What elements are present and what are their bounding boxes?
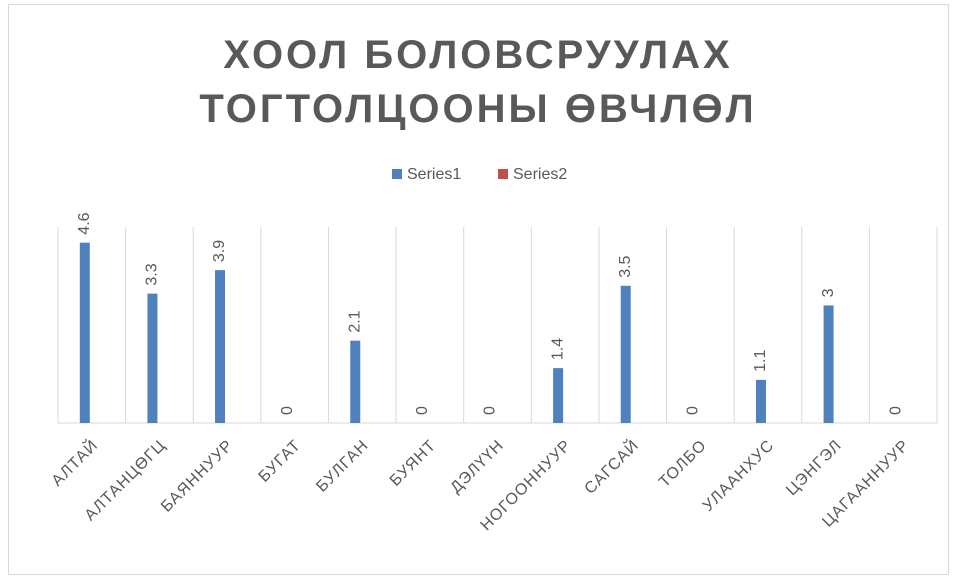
data-label: 4.6 bbox=[76, 212, 93, 234]
data-label: 3.3 bbox=[144, 263, 161, 285]
bar bbox=[147, 293, 158, 423]
legend-label: Series2 bbox=[513, 166, 567, 183]
x-tick-label: ДЭЛҮҮН bbox=[447, 437, 507, 497]
x-tick-label: БАЯННУУР bbox=[158, 437, 237, 516]
x-tick-label: БУГАТ bbox=[256, 437, 305, 486]
x-tick-label: ТОЛБО bbox=[656, 437, 710, 491]
bar bbox=[215, 270, 226, 423]
data-label: 3.5 bbox=[617, 255, 634, 277]
x-tick-label: АЛТАЙ bbox=[47, 435, 101, 489]
x-tick-label: БУЛГАН bbox=[313, 437, 372, 496]
data-label: 0 bbox=[414, 406, 431, 415]
legend-label: Series1 bbox=[407, 166, 461, 183]
data-label: 3 bbox=[820, 288, 837, 297]
legend-swatch bbox=[498, 169, 508, 179]
data-label: 3.9 bbox=[211, 240, 228, 262]
chart-border bbox=[8, 4, 949, 575]
x-tick-label: БУЯНТ bbox=[387, 437, 440, 490]
data-label: 1.1 bbox=[752, 350, 769, 372]
x-tick-label: УЛААНХУС bbox=[700, 437, 778, 515]
data-label: 0 bbox=[887, 406, 904, 415]
x-tick-label: САГСАЙ bbox=[580, 435, 642, 497]
bar bbox=[350, 340, 361, 423]
data-label: 1.4 bbox=[549, 338, 566, 360]
bar bbox=[755, 379, 766, 423]
bar bbox=[553, 368, 564, 423]
data-label: 2.1 bbox=[346, 310, 363, 332]
chart-title: ХООЛ БОЛОВСРУУЛАХ ТОГТОЛЦООНЫ ӨВЧЛӨЛ bbox=[199, 33, 757, 131]
x-tick-label: ЦЭНГЭЛ bbox=[783, 437, 845, 499]
bar bbox=[620, 285, 631, 423]
data-label: 0 bbox=[279, 406, 296, 415]
bar bbox=[823, 305, 834, 423]
data-label: 0 bbox=[482, 406, 499, 415]
data-label: 0 bbox=[685, 406, 702, 415]
legend-swatch bbox=[392, 169, 402, 179]
bar bbox=[79, 242, 90, 423]
